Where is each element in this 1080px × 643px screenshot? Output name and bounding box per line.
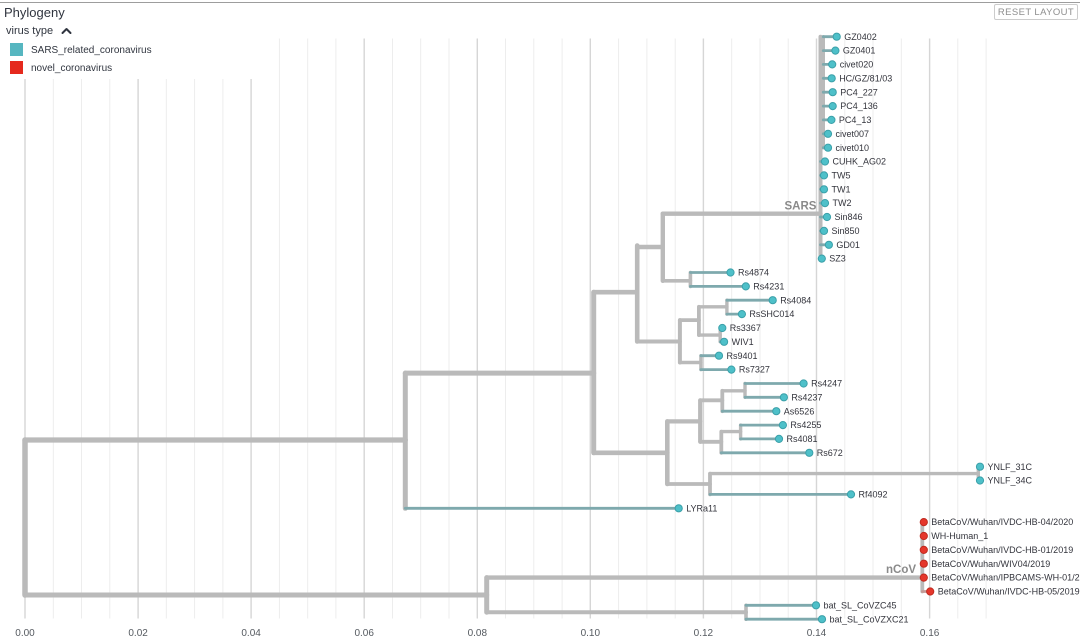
svg-text:bat_SL_CoVZC45: bat_SL_CoVZC45 bbox=[824, 600, 897, 610]
svg-text:CUHK_AG02: CUHK_AG02 bbox=[833, 157, 887, 167]
svg-text:Rs4247: Rs4247 bbox=[811, 379, 842, 389]
svg-text:TW2: TW2 bbox=[833, 198, 852, 208]
svg-text:TW5: TW5 bbox=[832, 171, 851, 181]
svg-text:As6526: As6526 bbox=[784, 406, 815, 416]
svg-text:RsSHC014: RsSHC014 bbox=[749, 309, 794, 319]
svg-text:WH-Human_1: WH-Human_1 bbox=[931, 531, 988, 541]
svg-text:Rs4231: Rs4231 bbox=[753, 282, 784, 292]
svg-text:0.00: 0.00 bbox=[15, 628, 35, 639]
svg-text:Sin846: Sin846 bbox=[835, 212, 863, 222]
svg-text:YNLF_34C: YNLF_34C bbox=[988, 476, 1033, 486]
svg-text:Rs4255: Rs4255 bbox=[790, 420, 821, 430]
svg-text:TW1: TW1 bbox=[832, 184, 851, 194]
svg-text:HC/GZ/81/03: HC/GZ/81/03 bbox=[839, 73, 892, 83]
svg-text:Rf4092: Rf4092 bbox=[859, 490, 888, 500]
svg-text:GZ0401: GZ0401 bbox=[843, 46, 876, 56]
svg-text:SARS: SARS bbox=[785, 201, 817, 213]
svg-text:PC4_136: PC4_136 bbox=[840, 101, 878, 111]
svg-text:Rs4237: Rs4237 bbox=[791, 392, 822, 402]
svg-text:Rs4874: Rs4874 bbox=[738, 268, 769, 278]
svg-text:PC4_13: PC4_13 bbox=[839, 115, 872, 125]
svg-text:civet007: civet007 bbox=[836, 129, 870, 139]
svg-text:BetaCoV/Wuhan/IVDC-HB-04/2020: BetaCoV/Wuhan/IVDC-HB-04/2020 bbox=[931, 517, 1073, 527]
svg-text:0.02: 0.02 bbox=[128, 628, 148, 639]
svg-text:0.12: 0.12 bbox=[694, 628, 714, 639]
svg-text:BetaCoV/Wuhan/IVDC-HB-05/2019: BetaCoV/Wuhan/IVDC-HB-05/2019 bbox=[938, 587, 1080, 597]
svg-text:Rs672: Rs672 bbox=[817, 448, 843, 458]
svg-text:GD01: GD01 bbox=[836, 240, 860, 250]
svg-text:bat_SL_CoVZXC21: bat_SL_CoVZXC21 bbox=[830, 614, 909, 624]
svg-text:WIV1: WIV1 bbox=[732, 337, 754, 347]
svg-text:SZ3: SZ3 bbox=[829, 254, 846, 264]
svg-text:Rs9401: Rs9401 bbox=[727, 351, 758, 361]
svg-text:0.10: 0.10 bbox=[581, 628, 601, 639]
svg-text:BetaCoV/Wuhan/WIV04/2019: BetaCoV/Wuhan/WIV04/2019 bbox=[931, 559, 1050, 569]
svg-text:civet010: civet010 bbox=[836, 143, 870, 153]
svg-text:YNLF_31C: YNLF_31C bbox=[988, 462, 1033, 472]
svg-text:GZ0402: GZ0402 bbox=[844, 32, 877, 42]
svg-text:PC4_227: PC4_227 bbox=[840, 87, 878, 97]
svg-text:0.16: 0.16 bbox=[920, 628, 940, 639]
svg-text:0.08: 0.08 bbox=[468, 628, 488, 639]
svg-text:nCoV: nCoV bbox=[886, 564, 916, 576]
svg-text:Rs3367: Rs3367 bbox=[730, 323, 761, 333]
svg-text:Rs4084: Rs4084 bbox=[780, 295, 811, 305]
svg-text:civet020: civet020 bbox=[840, 60, 874, 70]
svg-text:0.06: 0.06 bbox=[354, 628, 374, 639]
svg-text:LYRa11: LYRa11 bbox=[686, 503, 717, 513]
svg-text:Rs7327: Rs7327 bbox=[739, 365, 770, 375]
svg-text:0.14: 0.14 bbox=[807, 628, 827, 639]
svg-text:0.04: 0.04 bbox=[241, 628, 261, 639]
svg-text:BetaCoV/Wuhan/IPBCAMS-WH-01/20: BetaCoV/Wuhan/IPBCAMS-WH-01/2019 bbox=[931, 573, 1080, 583]
svg-text:Sin850: Sin850 bbox=[832, 226, 860, 236]
svg-text:BetaCoV/Wuhan/IVDC-HB-01/2019: BetaCoV/Wuhan/IVDC-HB-01/2019 bbox=[931, 545, 1073, 555]
svg-text:Rs4081: Rs4081 bbox=[787, 434, 818, 444]
